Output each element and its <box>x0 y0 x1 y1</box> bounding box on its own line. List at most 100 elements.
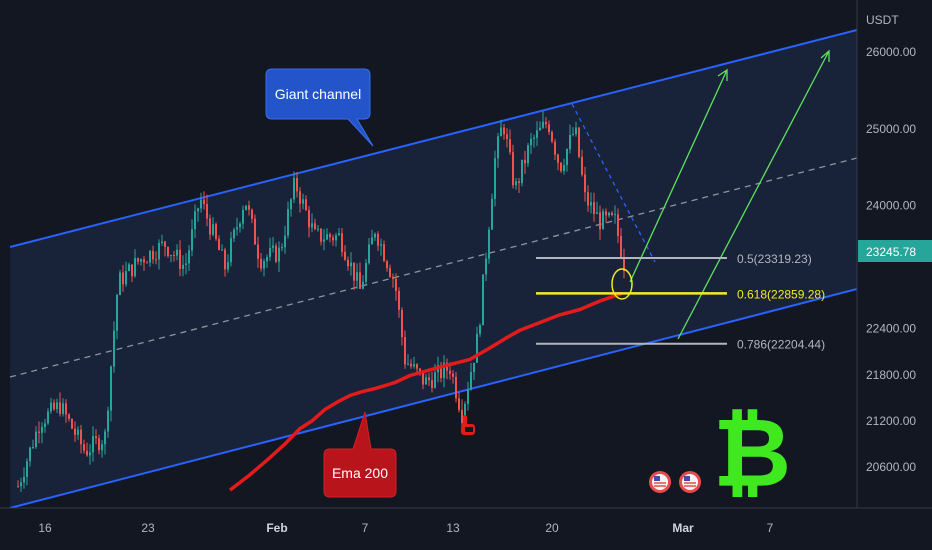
candle-body <box>158 243 160 260</box>
time-tick-label: 13 <box>446 521 460 535</box>
candle-body <box>212 224 214 235</box>
candle-body <box>134 258 136 277</box>
candle-body <box>32 447 34 448</box>
candle-body <box>170 255 172 256</box>
candlestick-series <box>17 111 625 492</box>
price-axis[interactable]: USDT 26000.00 25000.00 24000.00 22400.00 218… <box>856 0 932 508</box>
price-tick-label: 26000.00 <box>866 45 916 59</box>
candle-body <box>65 403 67 415</box>
candle-body <box>290 199 292 210</box>
candle-body <box>452 373 454 377</box>
us-flag-event-icon[interactable] <box>649 471 671 493</box>
candle-body <box>197 208 199 212</box>
candle-body <box>581 156 583 175</box>
candle-body <box>53 402 55 410</box>
candle-body <box>533 137 535 139</box>
candle-body <box>236 227 238 230</box>
candle-body <box>284 235 286 248</box>
candle-body <box>527 145 529 164</box>
ema-200-line[interactable] <box>228 291 623 492</box>
candle-body <box>542 121 544 128</box>
candle-body <box>347 259 349 267</box>
ema-200-label: Ema 200 <box>332 465 388 481</box>
price-tick-label: 24000.00 <box>866 199 916 213</box>
candle-body <box>401 309 403 338</box>
price-tick-label: 25000.00 <box>866 122 916 136</box>
time-axis[interactable]: 16 23 Feb 7 13 20 Mar 7 <box>0 507 932 535</box>
candle-body <box>434 372 436 388</box>
candle-body <box>41 426 43 433</box>
candle-body <box>530 138 532 146</box>
candle-body <box>353 262 355 281</box>
downtrend-dashed-line[interactable] <box>571 103 656 263</box>
candle-body <box>356 272 358 281</box>
fib-0618-highlight-circle[interactable] <box>611 268 633 300</box>
candle-body <box>503 127 505 135</box>
ema-200-callout[interactable]: Ema 200 <box>323 411 397 498</box>
channel-top-line[interactable] <box>9 29 857 248</box>
fib-level-label: 0.5(23319.23) <box>737 252 812 266</box>
fib-retracement-levels[interactable]: 0.5(23319.23) 0.618(22859.28) 0.786(22204.… <box>536 252 825 352</box>
projection-arrow-lower[interactable] <box>677 49 830 340</box>
us-flag-event-icon[interactable] <box>679 471 701 493</box>
candle-body <box>191 229 193 251</box>
candle-body <box>422 371 424 385</box>
candle-body <box>335 235 337 241</box>
candle-body <box>350 262 352 267</box>
candle-body <box>602 211 604 230</box>
candle-body <box>200 199 202 209</box>
candle-body <box>410 363 412 367</box>
candle-body <box>62 403 64 414</box>
candle-body <box>239 223 241 228</box>
time-tick-label: Feb <box>266 521 287 535</box>
candle-body <box>341 233 343 252</box>
channel-mid-line[interactable] <box>9 157 857 378</box>
time-tick-label: 20 <box>545 521 559 535</box>
candle-body <box>227 262 229 270</box>
candle-body <box>161 241 163 243</box>
candle-body <box>512 152 514 186</box>
candle-body <box>185 263 187 265</box>
candle-body <box>317 228 319 230</box>
candle-body <box>551 132 553 142</box>
candle-body <box>122 272 124 285</box>
candle-body <box>209 218 211 235</box>
projection-arrow-upper[interactable] <box>629 68 728 283</box>
candle-body <box>251 209 253 219</box>
candle-body <box>188 250 190 264</box>
candle-body <box>386 261 388 269</box>
candle-body <box>275 245 277 262</box>
candle-body <box>365 263 367 282</box>
candle-body <box>140 259 142 262</box>
candle-body <box>623 257 625 272</box>
time-tick-label: Mar <box>672 521 694 535</box>
channel-bottom-line[interactable] <box>9 288 857 508</box>
candle-body <box>215 224 217 239</box>
candle-body <box>557 154 559 163</box>
candle-body <box>617 214 619 236</box>
candle-body <box>440 365 442 379</box>
candle-body <box>44 423 46 427</box>
giant-channel-callout[interactable]: Giant channel <box>265 68 374 147</box>
candle-body <box>515 181 517 186</box>
candle-body <box>500 127 502 137</box>
candle-body <box>137 258 139 262</box>
candle-body <box>524 159 526 164</box>
candle-body <box>572 133 574 135</box>
candle-body <box>68 414 70 419</box>
candle-body <box>611 212 613 216</box>
ema-200-polyline[interactable] <box>228 291 623 492</box>
price-tick-label: 20600.00 <box>866 460 916 474</box>
candle-body <box>605 211 607 216</box>
last-price-badge <box>858 240 932 262</box>
candle-body <box>233 229 235 239</box>
candle-body <box>92 436 94 453</box>
candle-body <box>332 237 334 241</box>
candle-body <box>494 158 496 199</box>
candle-body <box>458 398 460 410</box>
candle-body <box>620 235 622 258</box>
candle-body <box>74 428 76 435</box>
candle-body <box>539 127 541 131</box>
svg-text:₿: ₿ <box>713 397 791 509</box>
